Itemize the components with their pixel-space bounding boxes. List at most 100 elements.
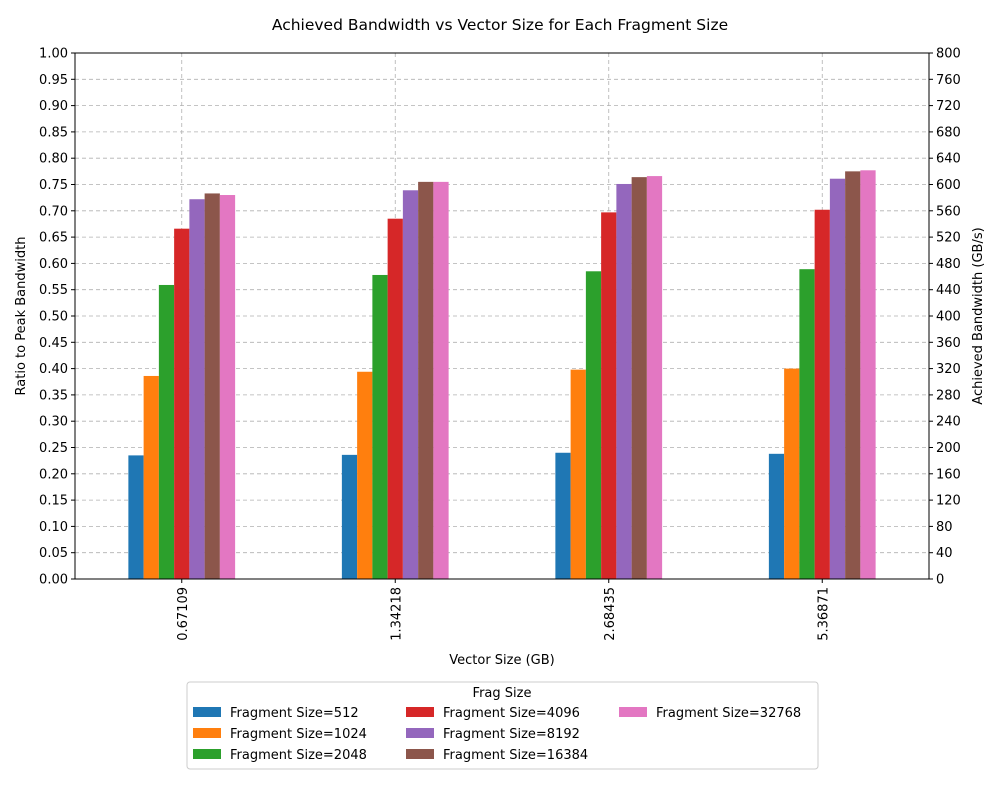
bar [601,212,617,580]
legend: Frag Size Fragment Size=512 Fragment Size… [186,681,819,770]
bar [646,176,663,580]
y-tick-label: 0.30 [39,415,68,430]
legend-swatch [406,728,434,738]
y2-tick-label: 0 [936,573,944,588]
y2-axis-label: Achieved Bandwidth (GB/s) [971,227,986,404]
y2-tick-label: 80 [936,520,953,535]
y2-tick-label: 120 [936,494,961,509]
y-tick-label: 0.20 [39,467,68,482]
legend-label: Fragment Size=1024 [230,727,367,742]
y-tick-label: 0.05 [39,546,68,561]
legend-swatch [193,749,221,759]
bar [372,274,388,579]
bar [631,177,647,580]
y2-tick-label: 320 [936,362,961,377]
legend-label: Fragment Size=8192 [443,727,580,742]
y2-tick-label: 480 [936,257,961,272]
bar [814,209,830,580]
y-tick-label: 0.85 [39,125,68,140]
bar [570,369,586,579]
y-axis-right: 0 40 80 120 160 200 240 280 320 360 400 440 480 520 56… [929,47,961,588]
bar [616,183,632,579]
chart-title: Achieved Bandwidth vs Vector Size for Ea… [272,16,728,34]
y2-tick-label: 680 [936,125,961,140]
y-tick-label: 0.35 [39,388,68,403]
bar [433,181,449,579]
bar [860,170,876,579]
bar [829,178,846,580]
y2-tick-label: 200 [936,441,961,456]
y2-tick-label: 800 [936,47,961,62]
bar [555,452,571,579]
bar [128,455,144,579]
y-tick-label: 0.10 [39,520,68,535]
y2-tick-label: 240 [936,415,961,430]
y-tick-label: 0.65 [39,231,68,246]
y-axis-left: 0.00 0.05 0.10 0.15 0.20 0.25 0.30 0.35 0.40 0.45… [39,47,75,588]
y-tick-label: 0.60 [39,257,68,272]
bar [357,371,373,579]
y2-tick-label: 40 [936,546,953,561]
bar [768,453,785,579]
y-tick-label: 0.80 [39,152,68,167]
y2-tick-label: 640 [936,152,961,167]
y-tick-label: 0.40 [39,362,68,377]
bar [585,271,602,579]
legend-label: Fragment Size=2048 [230,748,367,763]
x-axis: 0.67109 1.34218 2.68435 5.36871 [176,579,831,641]
x-tick-label: 1.34218 [389,587,404,641]
bar [174,228,190,579]
y-tick-label: 0.25 [39,441,68,456]
y-axis-label: Ratio to Peak Bandwidth [14,237,29,396]
y-tick-label: 0.15 [39,494,68,509]
bar [799,269,815,579]
y-tick-label: 0.45 [39,336,68,351]
y2-tick-label: 520 [936,231,961,246]
legend-label: Fragment Size=4096 [443,706,580,721]
y2-tick-label: 560 [936,204,961,219]
x-axis-label: Vector Size (GB) [449,653,555,668]
y-tick-label: 0.00 [39,573,68,588]
bar [341,454,358,579]
y-tick-label: 0.70 [39,204,68,219]
y2-tick-label: 760 [936,73,961,88]
y2-tick-label: 400 [936,310,961,325]
bar [402,190,419,579]
legend-swatch [193,707,221,717]
y2-tick-label: 280 [936,388,961,403]
legend-label: Fragment Size=512 [230,706,359,721]
bar [158,284,175,579]
y-tick-label: 1.00 [39,47,68,62]
bars [128,170,876,580]
legend-swatch [193,728,221,738]
legend-label: Fragment Size=16384 [443,748,588,763]
x-tick-label: 2.68435 [603,587,618,641]
y2-tick-label: 440 [936,283,961,298]
bar [387,218,403,579]
y2-tick-label: 600 [936,178,961,193]
bar [845,171,861,579]
bar [143,375,159,579]
x-tick-label: 5.36871 [816,587,831,641]
y-tick-label: 0.95 [39,73,68,88]
legend-label: Fragment Size=32768 [656,706,801,721]
y-tick-label: 0.55 [39,283,68,298]
legend-swatch [619,707,647,717]
legend-title: Frag Size [473,686,532,701]
bar [784,368,800,579]
legend-swatch [406,749,434,759]
y2-tick-label: 360 [936,336,961,351]
bar [418,181,434,579]
y-tick-label: 0.90 [39,99,68,114]
y-tick-label: 0.50 [39,310,68,325]
x-tick-label: 0.67109 [176,587,191,641]
legend-box [186,681,819,770]
y2-tick-label: 720 [936,99,961,114]
bar [189,199,205,579]
bar [204,193,220,579]
y2-tick-label: 160 [936,467,961,482]
y-tick-label: 0.75 [39,178,68,193]
bar [219,195,236,579]
